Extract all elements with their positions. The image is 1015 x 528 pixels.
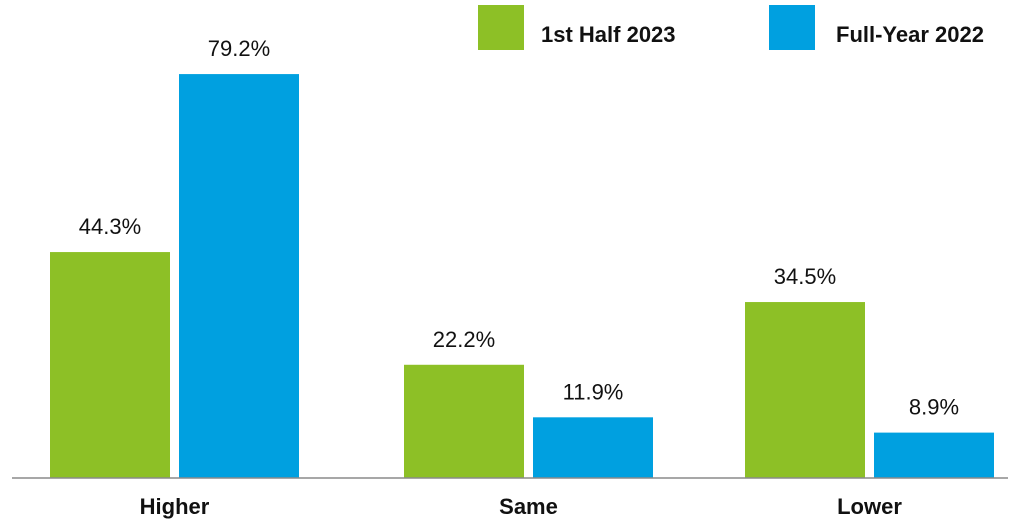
value-label-higher-full-year-2022: 79.2% <box>208 36 270 61</box>
bar-same-1st-half-2023 <box>404 364 524 478</box>
value-label-same-1st-half-2023: 22.2% <box>433 327 495 352</box>
bar-same-full-year-2022 <box>533 417 653 478</box>
value-label-higher-1st-half-2023: 44.3% <box>79 214 141 239</box>
legend: 1st Half 2023 Full-Year 2022 <box>478 5 984 50</box>
category-label-same: Same <box>499 494 558 519</box>
bars <box>50 74 994 478</box>
category-label-higher: Higher <box>140 494 210 519</box>
legend-label-1st-half-2023: 1st Half 2023 <box>541 22 676 47</box>
category-label-lower: Lower <box>837 494 902 519</box>
value-label-lower-1st-half-2023: 34.5% <box>774 264 836 289</box>
value-label-lower-full-year-2022: 8.9% <box>909 395 959 420</box>
value-labels: 44.3% 79.2% 22.2% 11.9% 34.5% 8.9% <box>79 36 959 420</box>
bar-lower-1st-half-2023 <box>745 302 865 478</box>
legend-swatch-full-year-2022 <box>769 5 815 50</box>
category-labels: Higher Same Lower <box>140 494 903 519</box>
legend-swatch-1st-half-2023 <box>478 5 524 50</box>
value-label-same-full-year-2022: 11.9% <box>563 379 624 404</box>
bar-higher-1st-half-2023 <box>50 252 170 478</box>
legend-label-full-year-2022: Full-Year 2022 <box>836 22 984 47</box>
bar-lower-full-year-2022 <box>874 432 994 478</box>
bar-higher-full-year-2022 <box>179 74 299 478</box>
